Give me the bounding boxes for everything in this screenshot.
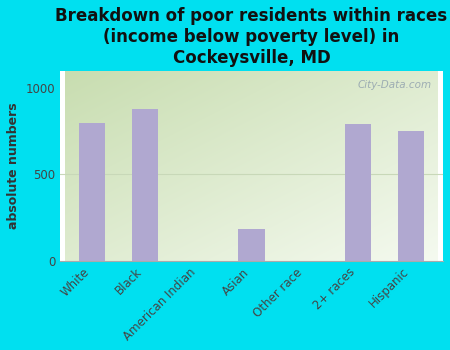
Bar xyxy=(345,124,371,261)
Y-axis label: absolute numbers: absolute numbers xyxy=(7,103,20,229)
Title: Breakdown of poor residents within races
(income below poverty level) in
Cockeys: Breakdown of poor residents within races… xyxy=(55,7,448,66)
Bar xyxy=(79,122,105,261)
Bar xyxy=(398,131,424,261)
Bar xyxy=(238,229,265,261)
Text: City-Data.com: City-Data.com xyxy=(357,80,432,90)
Bar xyxy=(132,109,158,261)
